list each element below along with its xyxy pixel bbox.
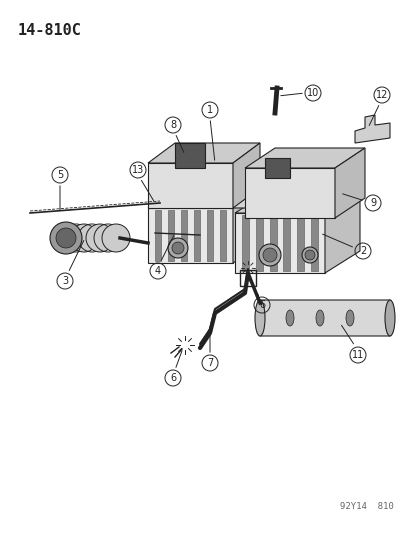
Circle shape xyxy=(102,224,130,252)
Ellipse shape xyxy=(345,310,353,326)
Circle shape xyxy=(262,248,276,262)
Polygon shape xyxy=(311,215,317,271)
Circle shape xyxy=(70,224,98,252)
Text: 11: 11 xyxy=(351,350,363,360)
Text: 9: 9 xyxy=(369,198,375,208)
Text: 6: 6 xyxy=(169,373,176,383)
Text: 8: 8 xyxy=(169,120,176,130)
FancyBboxPatch shape xyxy=(259,300,389,336)
Circle shape xyxy=(50,222,82,254)
Ellipse shape xyxy=(285,310,293,326)
Polygon shape xyxy=(264,158,289,178)
Polygon shape xyxy=(324,191,359,273)
Ellipse shape xyxy=(315,310,323,326)
Polygon shape xyxy=(244,148,364,168)
Polygon shape xyxy=(147,163,233,208)
Text: 92Y14  810: 92Y14 810 xyxy=(339,502,393,511)
Text: 5: 5 xyxy=(57,170,63,180)
Text: 12: 12 xyxy=(375,90,387,100)
Polygon shape xyxy=(147,188,262,208)
Text: 2: 2 xyxy=(359,246,365,256)
Text: 3: 3 xyxy=(62,276,68,286)
Polygon shape xyxy=(147,143,259,163)
Ellipse shape xyxy=(254,300,264,336)
Polygon shape xyxy=(193,210,200,261)
Polygon shape xyxy=(255,215,262,271)
Text: 6: 6 xyxy=(258,300,264,310)
Polygon shape xyxy=(235,213,324,273)
Polygon shape xyxy=(269,215,276,271)
Text: 1: 1 xyxy=(206,105,213,115)
Polygon shape xyxy=(180,210,187,261)
Polygon shape xyxy=(147,208,233,263)
Circle shape xyxy=(259,244,280,266)
Text: 4: 4 xyxy=(154,266,161,276)
Polygon shape xyxy=(233,143,259,208)
Text: 7: 7 xyxy=(206,358,213,368)
Polygon shape xyxy=(154,210,161,261)
Polygon shape xyxy=(283,215,290,271)
Polygon shape xyxy=(233,188,262,263)
Circle shape xyxy=(86,224,114,252)
Text: 10: 10 xyxy=(306,88,318,98)
Polygon shape xyxy=(297,215,304,271)
Polygon shape xyxy=(154,188,274,208)
Polygon shape xyxy=(354,115,389,143)
Circle shape xyxy=(301,247,317,263)
Polygon shape xyxy=(219,210,226,261)
Circle shape xyxy=(304,250,314,260)
Circle shape xyxy=(171,242,183,254)
Polygon shape xyxy=(235,191,359,213)
Polygon shape xyxy=(241,215,248,271)
Polygon shape xyxy=(206,210,213,261)
Polygon shape xyxy=(167,210,174,261)
Polygon shape xyxy=(334,148,364,218)
Circle shape xyxy=(168,238,188,258)
Text: 13: 13 xyxy=(132,165,144,175)
Circle shape xyxy=(54,224,82,252)
Ellipse shape xyxy=(384,300,394,336)
Circle shape xyxy=(56,228,76,248)
Text: 14-810C: 14-810C xyxy=(18,23,82,38)
Polygon shape xyxy=(175,143,204,168)
Polygon shape xyxy=(244,168,334,218)
